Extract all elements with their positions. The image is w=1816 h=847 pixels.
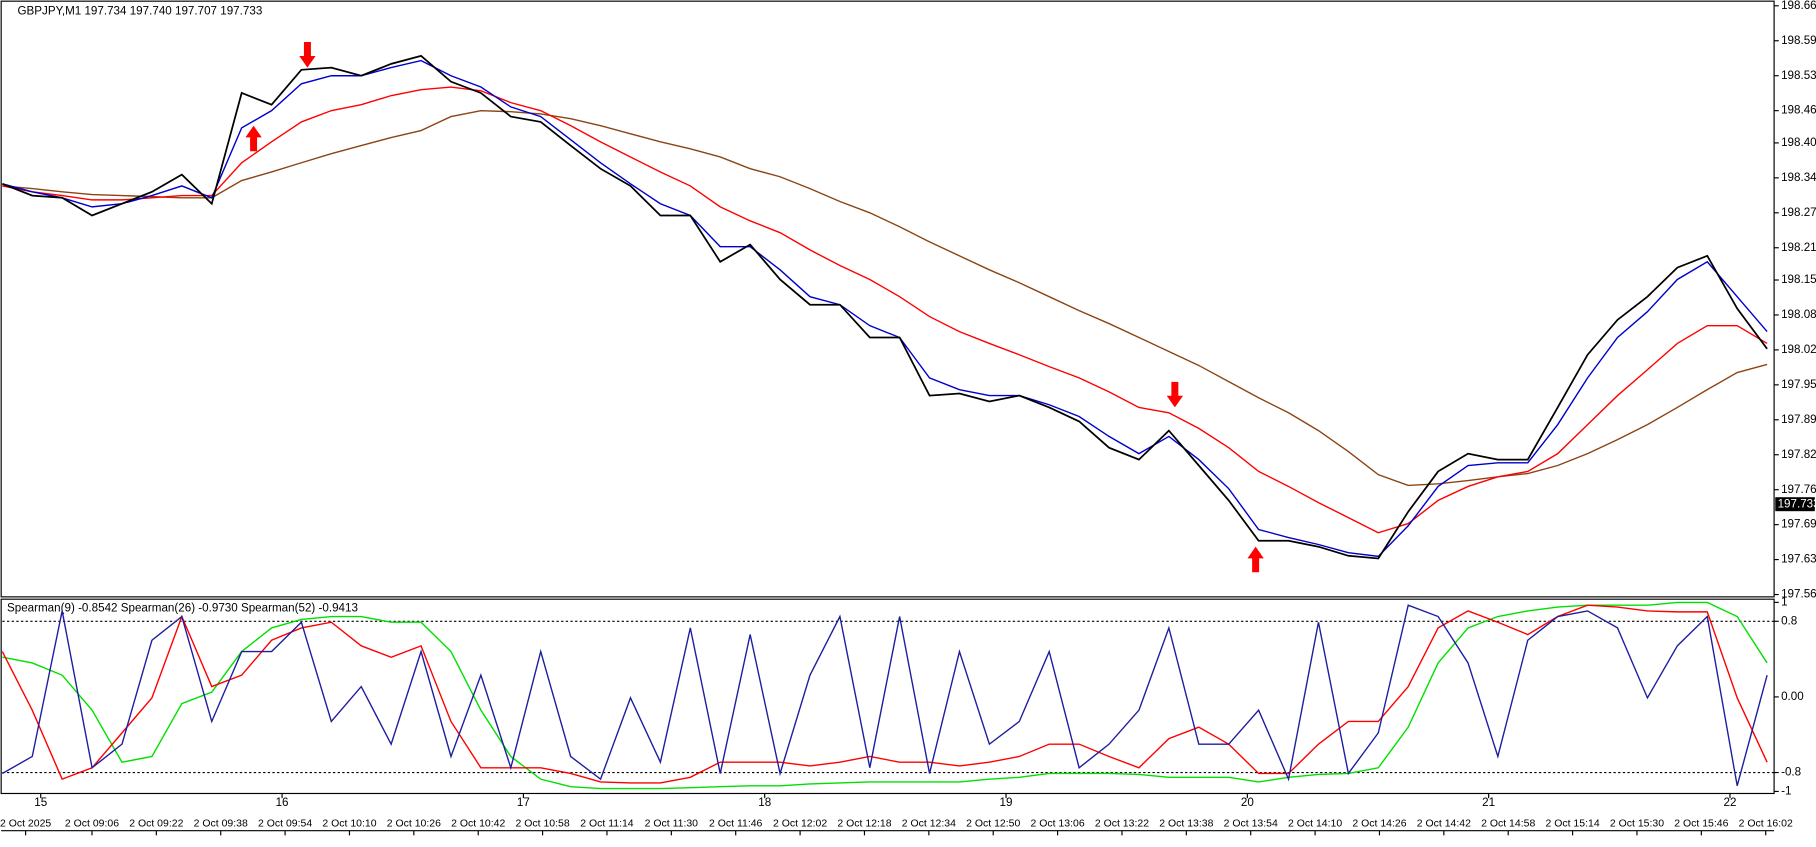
day-label: 15 xyxy=(34,796,47,809)
time-label: 2 Oct 12:34 xyxy=(902,818,956,829)
series-line xyxy=(2,54,1768,560)
series-line xyxy=(2,601,1768,790)
time-label: 2 Oct 11:30 xyxy=(645,818,699,829)
signal-arrow xyxy=(245,125,262,152)
y-tick-label: 197.565 xyxy=(1781,588,1816,601)
y-tick-label: 198.275 xyxy=(1781,206,1816,219)
time-label: 2 Oct 14:26 xyxy=(1352,818,1406,829)
y-tick-label: 197.630 xyxy=(1781,553,1816,566)
y-tick-label: 198.660 xyxy=(1781,0,1816,12)
series-line xyxy=(1,604,1768,784)
oscillator-panel-frame xyxy=(0,598,1775,795)
time-label: 2 Oct 10:10 xyxy=(322,818,376,829)
oscillator-title: Spearman(9) -0.8542 Spearman(26) -0.9730… xyxy=(7,602,358,615)
day-label: 17 xyxy=(517,796,530,809)
time-label: 2 Oct 14:58 xyxy=(1481,818,1535,829)
time-label: 2 Oct 11:46 xyxy=(709,818,763,829)
time-label: 2 Oct 11:14 xyxy=(580,818,634,829)
series-line xyxy=(1,604,1768,786)
signal-arrow xyxy=(1247,546,1264,573)
time-label: 2 Oct 13:06 xyxy=(1031,818,1085,829)
signal-arrow xyxy=(299,42,316,68)
time-label: 2 Oct 2025 xyxy=(0,818,51,829)
y-tick-label: 197.695 xyxy=(1781,518,1816,531)
day-label: 22 xyxy=(1724,796,1737,809)
day-label: 19 xyxy=(1000,796,1013,809)
time-label: 2 Oct 09:22 xyxy=(129,818,183,829)
y-tick-label: 197.890 xyxy=(1781,413,1816,426)
series-line xyxy=(2,86,1768,534)
y-tick-label: 198.405 xyxy=(1781,136,1816,149)
y-tick-label: 0.8 xyxy=(1781,614,1797,627)
last-price-label: 197.733 xyxy=(1778,497,1816,510)
time-label: 2 Oct 12:02 xyxy=(773,818,827,829)
y-tick-label: 198.465 xyxy=(1781,104,1816,117)
time-label: 2 Oct 13:38 xyxy=(1159,818,1213,829)
y-tick-label: 198.340 xyxy=(1781,171,1816,184)
chart-title: GBPJPY,M1 197.734 197.740 197.707 197.73… xyxy=(17,5,262,18)
time-label: 2 Oct 10:26 xyxy=(387,818,441,829)
time-label: 2 Oct 12:18 xyxy=(837,818,891,829)
y-tick-label: 197.760 xyxy=(1781,483,1816,496)
time-label: 2 Oct 15:14 xyxy=(1546,818,1600,829)
time-label: 2 Oct 16:02 xyxy=(1739,818,1793,829)
time-label: 2 Oct 15:30 xyxy=(1610,818,1664,829)
y-tick-label: 198.085 xyxy=(1781,308,1816,321)
y-tick-label: 197.955 xyxy=(1781,378,1816,391)
main-panel-frame xyxy=(0,0,1775,598)
day-label: 21 xyxy=(1482,796,1495,809)
series-line xyxy=(2,109,1768,487)
time-label: 2 Oct 13:54 xyxy=(1224,818,1278,829)
y-tick-label: -1 xyxy=(1781,785,1791,798)
y-tick-label: 198.150 xyxy=(1781,273,1816,286)
y-tick-label: 198.210 xyxy=(1781,241,1816,254)
time-label: 2 Oct 15:46 xyxy=(1674,818,1728,829)
time-label: 2 Oct 14:42 xyxy=(1417,818,1471,829)
time-label: 2 Oct 14:10 xyxy=(1288,818,1342,829)
y-tick-label: 198.020 xyxy=(1781,343,1816,356)
time-label: 2 Oct 13:22 xyxy=(1095,818,1149,829)
day-label: 20 xyxy=(1241,796,1254,809)
time-label: 2 Oct 09:38 xyxy=(194,818,248,829)
time-label: 2 Oct 09:06 xyxy=(65,818,119,829)
series-line xyxy=(2,59,1768,558)
last-price-tag xyxy=(1775,497,1815,512)
day-label: 16 xyxy=(276,796,289,809)
time-label: 2 Oct 12:50 xyxy=(966,818,1020,829)
signal-arrow xyxy=(1166,381,1184,408)
time-label: 2 Oct 09:54 xyxy=(258,818,312,829)
y-tick-label: 198.530 xyxy=(1781,69,1816,82)
y-tick-label: 198.595 xyxy=(1781,34,1816,47)
y-tick-label: 197.825 xyxy=(1781,448,1816,461)
y-tick-label: -0.8 xyxy=(1781,766,1801,779)
day-label: 18 xyxy=(758,796,771,809)
time-label: 2 Oct 10:58 xyxy=(516,818,570,829)
time-label: 2 Oct 10:42 xyxy=(451,818,505,829)
y-tick-label: 1 xyxy=(1781,595,1787,608)
y-tick-label: 0.00 xyxy=(1781,690,1804,703)
